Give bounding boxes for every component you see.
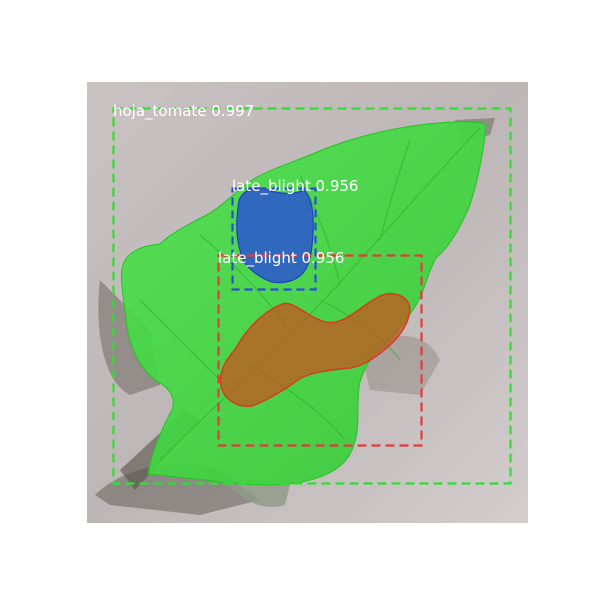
bbox-late-blight-bottom (217, 254, 423, 447)
label-late-blight-bottom: late_blight 0.956 (218, 249, 345, 267)
label-late-blight-top: late_blight 0.956 (232, 177, 359, 195)
bottom-leaf-tip (225, 482, 290, 508)
bbox-hoja-tomate (112, 107, 512, 485)
label-hoja-tomate: hoja_tomate 0.997 (113, 102, 255, 120)
bbox-late-blight-top (231, 187, 317, 291)
blight-mask-top (236, 187, 314, 284)
blight-mask-bottom (219, 292, 411, 407)
